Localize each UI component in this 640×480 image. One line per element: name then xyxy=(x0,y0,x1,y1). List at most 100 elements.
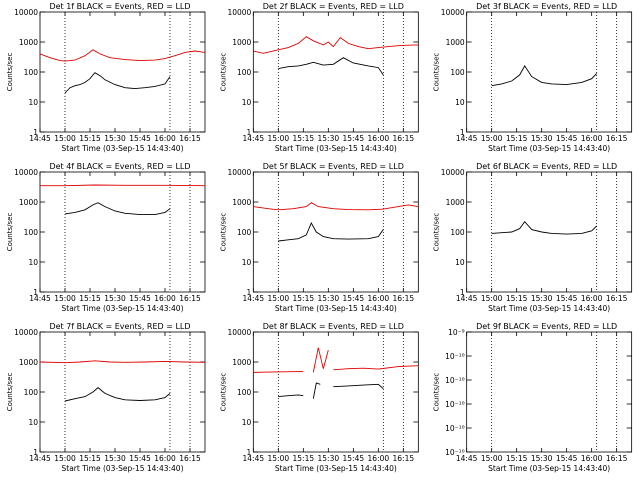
y-tick-label: 100 xyxy=(237,68,252,77)
x-tick-label: 14:45 xyxy=(456,454,478,463)
y-axis-label: Counts/sec xyxy=(433,53,441,92)
x-tick-label: 15:00 xyxy=(481,294,503,303)
x-tick-label: 15:00 xyxy=(268,454,290,463)
x-tick-label: 15:45 xyxy=(556,454,578,463)
y-tick-label: 10000 xyxy=(227,328,251,337)
x-tick-label: 16:00 xyxy=(368,454,390,463)
x-tick-label: 15:15 xyxy=(506,454,528,463)
x-tick-label: 14:45 xyxy=(243,134,265,143)
y-axis-label: Counts/sec xyxy=(6,53,14,92)
y-tick-label: 100 xyxy=(237,228,252,237)
x-tick-label: 15:30 xyxy=(531,294,553,303)
y-tick-label: 10000 xyxy=(14,328,38,337)
y-tick-label: 10000 xyxy=(14,168,38,177)
y-tick-label: 10⁻¹⁰ xyxy=(445,352,465,361)
events-series-line xyxy=(312,382,321,399)
x-tick-label: 15:15 xyxy=(79,294,101,303)
plot-title: Det 3f BLACK = Events, RED = LLD xyxy=(476,2,617,11)
y-tick-label: 10 xyxy=(242,418,252,427)
x-tick-label: 16:00 xyxy=(154,454,176,463)
y-axis-label: Counts/sec xyxy=(219,373,227,412)
x-axis-label: Start Time (03-Sep-15 14:43:40) xyxy=(62,304,184,313)
x-tick-label: 15:30 xyxy=(104,134,126,143)
x-tick-label: 15:30 xyxy=(318,294,340,303)
x-tick-label: 15:15 xyxy=(506,294,528,303)
plot-title: Det 6f BLACK = Events, RED = LLD xyxy=(476,162,617,171)
x-axis-label: Start Time (03-Sep-15 14:43:40) xyxy=(488,144,610,153)
y-tick-label: 1 xyxy=(33,448,38,457)
y-tick-label: 100 xyxy=(24,68,39,77)
x-tick-label: 15:45 xyxy=(343,454,365,463)
x-tick-label: 16:15 xyxy=(606,134,628,143)
x-tick-label: 15:30 xyxy=(104,454,126,463)
y-tick-label: 10 xyxy=(28,258,38,267)
y-axis-label: Counts/sec xyxy=(433,373,441,412)
plot-title: Det 8f BLACK = Events, RED = LLD xyxy=(263,322,404,331)
events-series-line xyxy=(491,220,598,235)
events-series-line xyxy=(278,394,304,398)
lld-series-line xyxy=(40,184,206,187)
x-tick-label: 14:45 xyxy=(243,454,265,463)
x-tick-label: 15:45 xyxy=(129,294,151,303)
y-tick-label: 1 xyxy=(33,128,38,137)
events-series-line xyxy=(491,65,598,87)
y-tick-label: 10000 xyxy=(227,8,251,17)
y-tick-label: 1000 xyxy=(446,198,465,207)
lld-series-line xyxy=(253,371,304,373)
y-tick-label: 1 xyxy=(460,128,465,137)
x-tick-label: 15:15 xyxy=(79,134,101,143)
x-tick-label: 15:45 xyxy=(129,134,151,143)
y-tick-label: 10⁻⁹ xyxy=(448,328,465,337)
x-tick-label: 14:45 xyxy=(29,294,51,303)
x-tick-label: 16:15 xyxy=(179,454,201,463)
events-series-line xyxy=(333,383,384,389)
y-tick-label: 1000 xyxy=(19,38,38,47)
x-tick-label: 14:45 xyxy=(243,294,265,303)
y-tick-label: 10 xyxy=(28,98,38,107)
y-tick-label: 10 xyxy=(242,258,252,267)
x-tick-label: 16:00 xyxy=(581,134,603,143)
x-tick-label: 16:15 xyxy=(393,294,415,303)
plot-panel-9: Det 9f BLACK = Events, RED = LLD 14:45 15:… xyxy=(433,322,633,473)
x-tick-label: 16:15 xyxy=(606,454,628,463)
y-tick-label: 1000 xyxy=(232,358,251,367)
x-axis-label: Start Time (03-Sep-15 14:43:40) xyxy=(488,464,610,473)
y-tick-label: 10000 xyxy=(227,168,251,177)
x-axis-label: Start Time (03-Sep-15 14:43:40) xyxy=(275,144,397,153)
events-series-line xyxy=(278,57,384,76)
y-tick-label: 10000 xyxy=(441,8,465,17)
lld-series-line xyxy=(39,360,206,364)
x-tick-label: 15:15 xyxy=(293,134,315,143)
lld-series-line xyxy=(253,202,419,211)
events-series-line xyxy=(64,202,171,216)
plot-title: Det 5f BLACK = Events, RED = LLD xyxy=(263,162,404,171)
y-tick-label: 100 xyxy=(450,68,465,77)
y-tick-label: 1 xyxy=(247,128,252,137)
events-series-line xyxy=(278,221,384,242)
y-axis-label: Counts/sec xyxy=(219,53,227,92)
y-tick-label: 10 xyxy=(242,98,252,107)
x-tick-label: 16:00 xyxy=(581,454,603,463)
x-tick-label: 15:00 xyxy=(54,294,76,303)
x-tick-label: 15:15 xyxy=(293,454,315,463)
x-tick-label: 15:30 xyxy=(318,134,340,143)
x-tick-label: 14:45 xyxy=(29,454,51,463)
y-tick-label: 1000 xyxy=(232,198,251,207)
x-axis-label: Start Time (03-Sep-15 14:43:40) xyxy=(275,304,397,313)
x-tick-label: 15:00 xyxy=(268,294,290,303)
x-tick-label: 15:00 xyxy=(481,134,503,143)
x-tick-label: 16:15 xyxy=(179,134,201,143)
x-tick-label: 15:45 xyxy=(129,454,151,463)
plot-title: Det 9f BLACK = Events, RED = LLD xyxy=(476,322,617,331)
lld-series-line xyxy=(253,36,419,54)
x-tick-label: 15:30 xyxy=(531,134,553,143)
y-tick-label: 100 xyxy=(237,388,252,397)
x-tick-label: 14:45 xyxy=(29,134,51,143)
